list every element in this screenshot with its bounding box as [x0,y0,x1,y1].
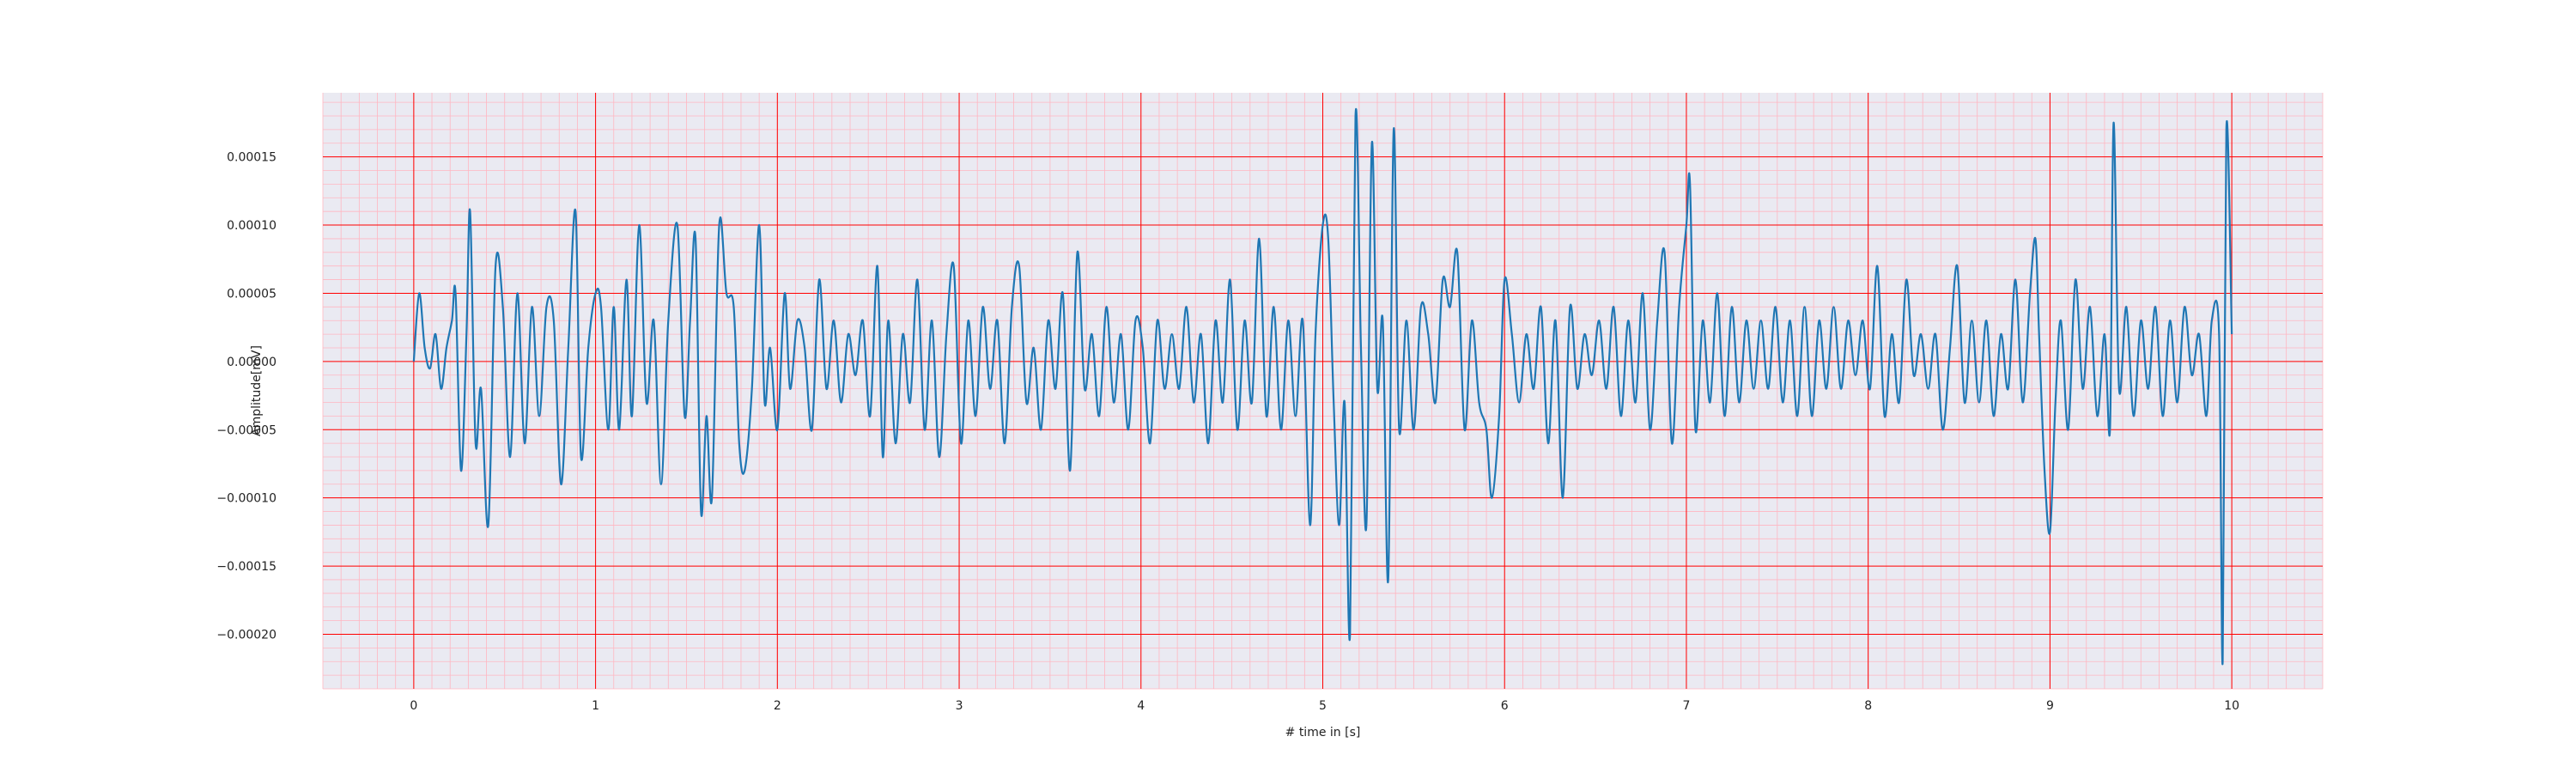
x-tick-label: 2 [774,699,781,713]
x-axis-label: # time in [s] [1285,726,1361,740]
x-tick-label: 1 [592,699,599,713]
x-tick-labels: 0 1 2 3 4 5 6 7 8 9 10 [410,699,2239,713]
y-tick-label: 0.00010 [227,219,276,233]
y-tick-label: −0.00010 [216,492,276,506]
y-tick-labels: −0.00020 −0.00015 −0.00010 −0.00005 0.00000 0… [216,151,276,642]
x-tick-label: 9 [2046,699,2054,713]
x-tick-label: 0 [410,699,417,713]
x-tick-label: 4 [1137,699,1145,713]
y-tick-label: −0.00015 [216,560,276,574]
y-tick-label: −0.00020 [216,628,276,642]
x-tick-label: 8 [1864,699,1872,713]
y-tick-label: −0.00005 [216,423,276,437]
x-tick-label: 10 [2224,699,2239,713]
x-tick-label: 5 [1319,699,1327,713]
series-line [412,107,2233,666]
y-tick-label: 0.00000 [227,356,276,369]
y-axis-label: Amplitude[mV] [250,345,264,436]
x-tick-label: 3 [956,699,963,713]
x-tick-label: 6 [1501,699,1509,713]
y-tick-label: 0.00015 [227,151,276,165]
x-tick-label: 7 [1682,699,1690,713]
y-tick-label: 0.00005 [227,287,276,301]
